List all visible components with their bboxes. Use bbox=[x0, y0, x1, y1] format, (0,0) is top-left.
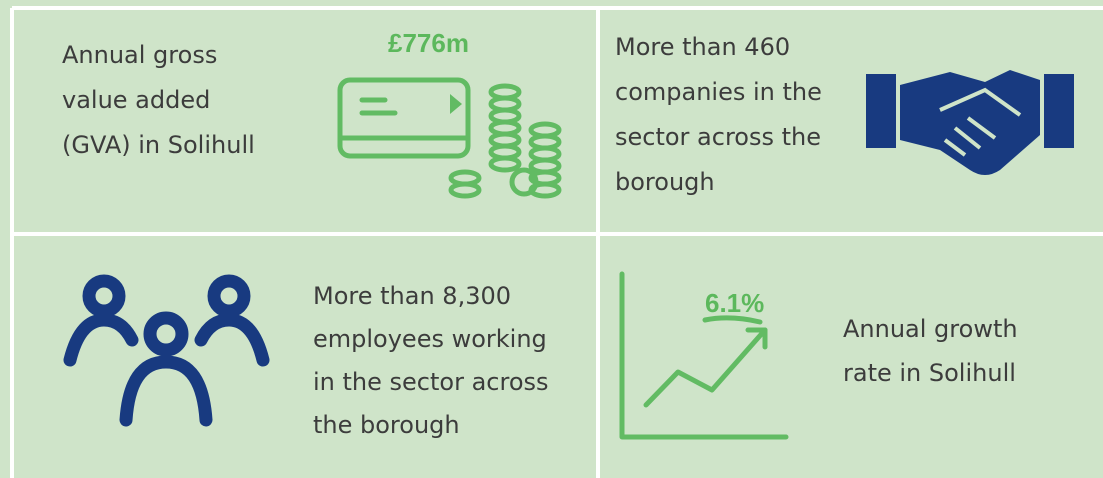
panel-text: borough bbox=[615, 168, 715, 196]
money-icon bbox=[337, 77, 562, 199]
panel-figure: £776m bbox=[388, 28, 469, 58]
panel-figure: 6.1% bbox=[705, 288, 764, 318]
panel-text: Annual gross bbox=[62, 41, 217, 69]
panel-text: sector across the bbox=[615, 123, 821, 151]
grid-lines bbox=[10, 6, 1103, 478]
panel-text: value added bbox=[62, 86, 210, 114]
panel-text: rate in Solihull bbox=[843, 359, 1016, 387]
growth-icon bbox=[619, 271, 789, 440]
people-icon bbox=[63, 274, 270, 427]
panel-text: in the sector across bbox=[313, 368, 549, 396]
panel-text: the borough bbox=[313, 411, 460, 439]
panel-text: More than 460 bbox=[615, 33, 790, 61]
panel-text: (GVA) in Solihull bbox=[62, 131, 255, 159]
panel-text: companies in the bbox=[615, 78, 822, 106]
panel-text: More than 8,300 bbox=[313, 282, 511, 310]
panel-text: employees working bbox=[313, 325, 547, 353]
handshake-icon bbox=[866, 70, 1074, 175]
panel-text: Annual growth bbox=[843, 315, 1018, 343]
